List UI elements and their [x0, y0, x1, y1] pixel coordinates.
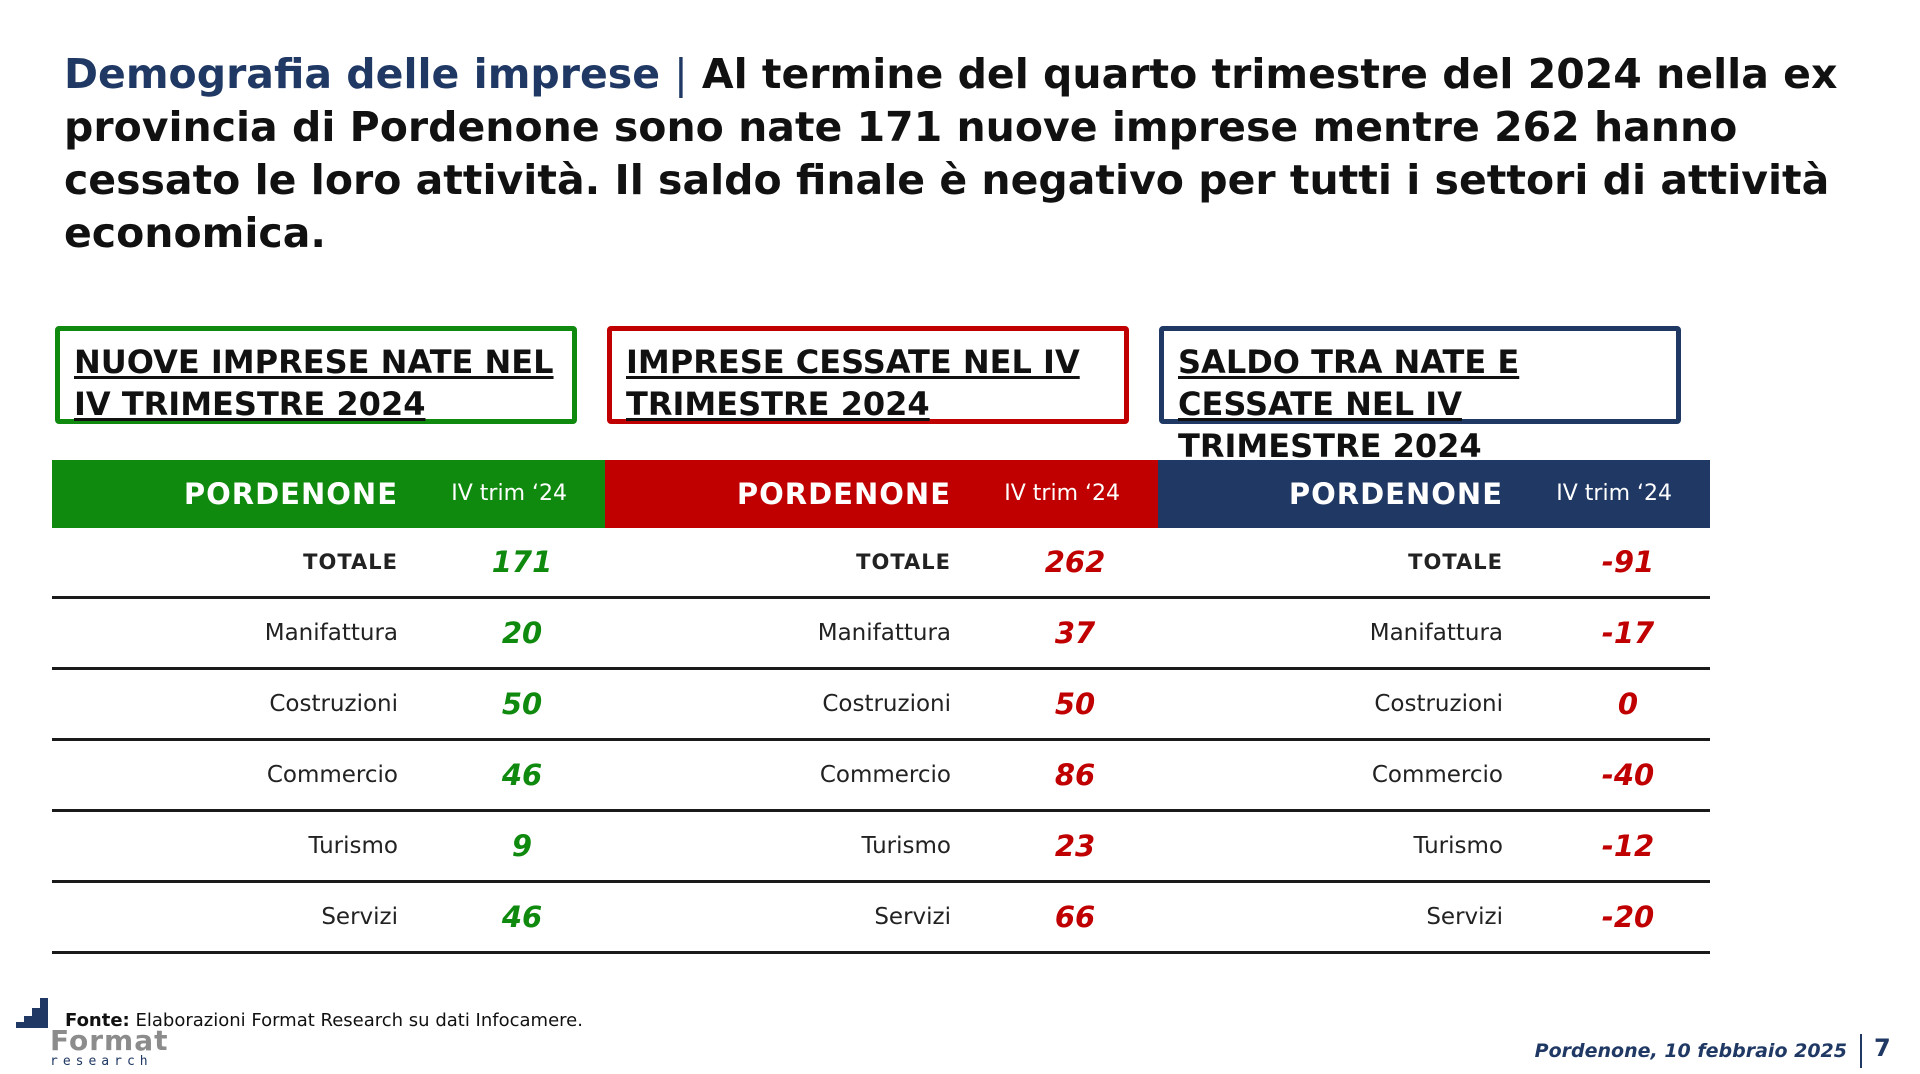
row-value: -17 [1601, 616, 1655, 650]
box-new-businesses: NUOVE IMPRESE NATE NEL IV TRIMESTRE 2024 [55, 326, 577, 424]
table-row: Costruzioni 0 [1158, 670, 1710, 741]
source-prefix: Fonte: [65, 1010, 130, 1031]
box-balance: SALDO TRA NATE E CESSATE NEL IV TRIMESTR… [1159, 326, 1681, 465]
format-research-logo: Format research [14, 996, 184, 1070]
logo-mark-icon [16, 998, 48, 1028]
row-value: -40 [1601, 758, 1655, 792]
table-row: Turismo 9 [52, 812, 605, 883]
table-row: Servizi 66 [605, 883, 1158, 954]
table-row: TOTALE 262 [605, 528, 1158, 599]
row-value: 262 [1044, 545, 1106, 579]
table-row: Servizi 46 [52, 883, 605, 954]
table-row: Servizi -20 [1158, 883, 1710, 954]
source-note: Fonte: Elaborazioni Format Research su d… [65, 1010, 583, 1031]
table-row: Manifattura -17 [1158, 599, 1710, 670]
title-keyword: Demografia delle imprese [64, 50, 661, 98]
row-label: Commercio [819, 762, 951, 788]
row-label: Servizi [321, 904, 398, 930]
table-balance: PORDENONE IV trim ‘24 TOTALE -91 Manifatt… [1158, 460, 1710, 954]
row-value: 171 [491, 545, 553, 579]
table-header: PORDENONE IV trim ‘24 [1158, 460, 1710, 528]
footer-date: Pordenone, 10 febbraio 2025 [1534, 1040, 1847, 1062]
table-row: Commercio -40 [1158, 741, 1710, 812]
footer-divider [1860, 1034, 1862, 1068]
row-label: Manifattura [264, 620, 398, 646]
row-label: TOTALE [1408, 550, 1503, 574]
row-value: 9 [511, 829, 533, 863]
table-header: PORDENONE IV trim ‘24 [52, 460, 605, 528]
row-label: Commercio [266, 762, 398, 788]
row-value: 86 [1054, 758, 1096, 792]
row-value: 46 [501, 900, 543, 934]
slide-title: Demografia delle imprese | Al termine del … [64, 48, 1864, 260]
row-value: 50 [1054, 687, 1096, 721]
header-period: IV trim ‘24 [1004, 481, 1120, 506]
table-row: Costruzioni 50 [605, 670, 1158, 741]
row-value: 0 [1617, 687, 1639, 721]
row-value: -91 [1601, 545, 1655, 579]
row-label: Commercio [1371, 762, 1503, 788]
page-number: 7 [1874, 1034, 1891, 1062]
row-value: 66 [1054, 900, 1096, 934]
row-value: -20 [1601, 900, 1655, 934]
table-row: TOTALE -91 [1158, 528, 1710, 599]
box-label: SALDO TRA NATE E CESSATE NEL IV TRIMESTR… [1178, 343, 1520, 465]
title-text: Al termine del quarto trimestre del 2024… [64, 50, 1838, 257]
row-label: Costruzioni [269, 691, 398, 717]
header-place: PORDENONE [183, 477, 398, 511]
box-closed-businesses: IMPRESE CESSATE NEL IV TRIMESTRE 2024 [607, 326, 1129, 424]
row-label: Turismo [1413, 833, 1503, 859]
table-row: Commercio 86 [605, 741, 1158, 812]
title-separator: | [674, 50, 688, 98]
table-header: PORDENONE IV trim ‘24 [605, 460, 1158, 528]
row-value: 37 [1054, 616, 1096, 650]
row-label: TOTALE [303, 550, 398, 574]
row-value: 46 [501, 758, 543, 792]
header-place: PORDENONE [736, 477, 951, 511]
table-row: TOTALE 171 [52, 528, 605, 599]
row-label: TOTALE [856, 550, 951, 574]
table-row: Turismo -12 [1158, 812, 1710, 883]
header-period: IV trim ‘24 [1556, 481, 1672, 506]
table-row: Costruzioni 50 [52, 670, 605, 741]
table-row: Manifattura 37 [605, 599, 1158, 670]
table-row: Manifattura 20 [52, 599, 605, 670]
table-closed: PORDENONE IV trim ‘24 TOTALE 262 Manifatt… [605, 460, 1158, 954]
row-label: Turismo [861, 833, 951, 859]
table-row: Turismo 23 [605, 812, 1158, 883]
table-new: PORDENONE IV trim ‘24 TOTALE 171 Manifatt… [52, 460, 605, 954]
row-label: Servizi [1426, 904, 1503, 930]
row-label: Costruzioni [1374, 691, 1503, 717]
row-value: 50 [501, 687, 543, 721]
logo-sub: research [50, 1054, 153, 1069]
row-label: Manifattura [1369, 620, 1503, 646]
row-label: Servizi [874, 904, 951, 930]
row-label: Turismo [308, 833, 398, 859]
logo-name: Format [50, 1024, 169, 1057]
source-text: Elaborazioni Format Research su dati Inf… [135, 1010, 583, 1031]
header-period: IV trim ‘24 [451, 481, 567, 506]
row-label: Costruzioni [822, 691, 951, 717]
box-label: IMPRESE CESSATE NEL IV TRIMESTRE 2024 [626, 343, 1080, 423]
row-value: -12 [1601, 829, 1655, 863]
row-value: 23 [1054, 829, 1096, 863]
tables-area: PORDENONE IV trim ‘24 TOTALE 171 Manifatt… [52, 460, 1710, 954]
header-place: PORDENONE [1288, 477, 1503, 511]
row-label: Manifattura [817, 620, 951, 646]
row-value: 20 [501, 616, 543, 650]
box-label: NUOVE IMPRESE NATE NEL IV TRIMESTRE 2024 [74, 343, 554, 423]
table-row: Commercio 46 [52, 741, 605, 812]
